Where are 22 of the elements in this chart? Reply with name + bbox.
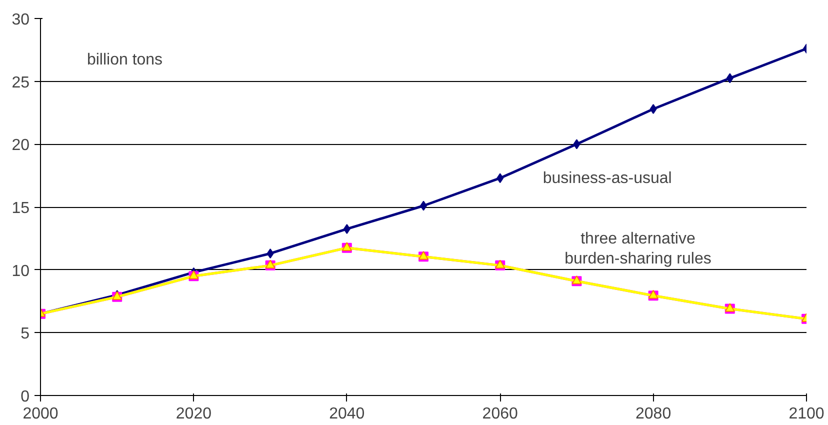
x-tick-label: 2020 xyxy=(176,406,212,422)
x-tick-label: 2100 xyxy=(788,406,824,422)
annotation: billion tons xyxy=(86,51,163,68)
y-tick-label: 15 xyxy=(12,200,30,217)
point xyxy=(266,248,274,258)
y-tick-label: 20 xyxy=(12,137,30,154)
y-tick-label: 30 xyxy=(12,12,30,28)
point xyxy=(650,104,657,114)
annotation: business-as-usual xyxy=(542,170,672,188)
y-tick-label: 25 xyxy=(12,74,30,92)
point xyxy=(726,73,734,84)
x-tick-label: 2000 xyxy=(22,406,58,422)
x-tick-label: 2060 xyxy=(482,406,518,422)
y-tick-label: 0 xyxy=(20,388,30,406)
x-tick-label: 2080 xyxy=(636,406,672,422)
y-tick-label: 5 xyxy=(20,326,30,343)
point xyxy=(573,139,580,150)
point xyxy=(343,224,350,234)
point xyxy=(496,173,504,184)
y-tick-label: 10 xyxy=(12,262,30,280)
x-tick-label: 2040 xyxy=(329,406,365,422)
annotation: three alternative burden-sharing rules xyxy=(564,230,712,268)
